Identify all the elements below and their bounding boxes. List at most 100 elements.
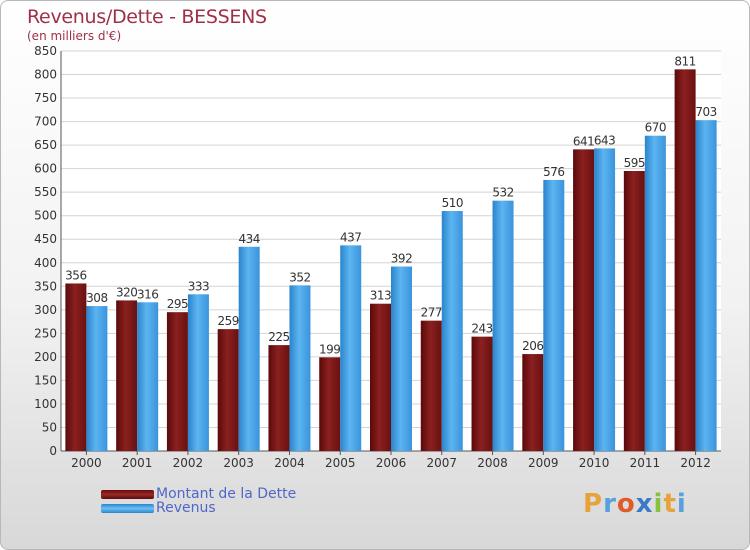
data-label: 595 [624, 156, 645, 170]
logo-letter: P [583, 489, 604, 519]
bar-revenus [492, 200, 514, 451]
bar-revenus [289, 285, 311, 451]
bar-revenus [340, 245, 362, 451]
logo-letter: t [663, 489, 677, 519]
legend-label-revenus: Revenus [156, 500, 216, 516]
data-label: 434 [238, 232, 259, 246]
x-tick-label: 2012 [680, 456, 711, 470]
data-label: 437 [340, 230, 361, 244]
bar-dette [217, 329, 239, 451]
data-label: 316 [137, 287, 158, 301]
y-tick-label: 350 [34, 279, 57, 293]
x-tick-label: 2005 [325, 456, 356, 470]
y-tick-label: 850 [34, 44, 57, 58]
data-label: 199 [319, 342, 340, 356]
data-label: 225 [268, 330, 289, 344]
data-label: 643 [594, 133, 615, 147]
x-tick-label: 2008 [477, 456, 508, 470]
data-label: 243 [471, 322, 492, 336]
data-label: 670 [645, 121, 666, 135]
x-tick-label: 2003 [223, 456, 254, 470]
y-tick-label: 650 [34, 138, 57, 152]
bar-revenus [187, 294, 209, 451]
data-label: 811 [674, 54, 695, 68]
y-tick-label: 50 [42, 420, 57, 434]
x-tick-label: 2004 [274, 456, 305, 470]
legend-item-revenus: Revenus [101, 501, 296, 515]
bar-dette [623, 171, 645, 451]
data-label: 352 [289, 270, 310, 284]
legend-swatch-dette [101, 489, 154, 499]
data-label: 510 [442, 196, 463, 210]
proxiti-logo: Proxiti [583, 489, 687, 519]
y-tick-label: 800 [34, 68, 57, 82]
data-label: 308 [86, 291, 107, 305]
data-label: 392 [391, 252, 412, 266]
data-label: 356 [65, 268, 86, 282]
data-label: 313 [370, 289, 391, 303]
bar-dette [268, 345, 290, 451]
logo-letter: x [635, 489, 654, 519]
data-label: 259 [217, 314, 238, 328]
bar-dette [65, 283, 87, 451]
data-label: 277 [421, 306, 442, 320]
y-tick-label: 500 [34, 209, 57, 223]
x-tick-label: 2001 [122, 456, 153, 470]
bar-revenus [238, 246, 260, 451]
bar-revenus [644, 135, 666, 452]
x-tick-label: 2011 [630, 456, 661, 470]
y-tick-label: 150 [34, 373, 57, 387]
data-label: 576 [543, 165, 564, 179]
x-tick-label: 2002 [173, 456, 204, 470]
data-label: 703 [695, 105, 716, 119]
data-label: 206 [522, 339, 543, 353]
data-label: 532 [492, 186, 513, 200]
logo-letter: i [653, 489, 664, 519]
logo-letter: r [603, 489, 617, 519]
y-tick-label: 550 [34, 185, 57, 199]
bar-revenus [391, 266, 412, 451]
x-tick-label: 2000 [71, 456, 102, 470]
chart-subtitle: (en milliers d'€) [27, 29, 122, 43]
y-tick-label: 200 [34, 350, 57, 364]
y-tick-label: 450 [34, 232, 57, 246]
legend-label-dette: Montant de la Dette [156, 486, 297, 502]
legend-item-dette: Montant de la Dette [101, 487, 296, 501]
y-tick-label: 100 [34, 397, 57, 411]
bar-dette [166, 312, 188, 451]
y-tick-label: 250 [34, 326, 57, 340]
bar-dette [674, 69, 696, 452]
chart-title: Revenus/Dette - BESSENS [27, 6, 267, 28]
y-tick-label: 400 [34, 256, 57, 270]
x-tick-label: 2006 [376, 456, 407, 470]
x-tick-label: 2010 [579, 456, 610, 470]
bar-revenus [137, 302, 159, 451]
bar-dette [420, 320, 442, 451]
x-tick-label: 2007 [426, 456, 457, 470]
data-label: 320 [116, 285, 137, 299]
logo-letter: i [676, 489, 687, 519]
data-label: 295 [167, 297, 188, 311]
y-tick-label: 700 [34, 115, 57, 129]
logo-letter: o [616, 489, 636, 519]
bar-revenus [441, 211, 463, 451]
x-tick-label: 2009 [528, 456, 559, 470]
legend-swatch-revenus [101, 503, 154, 513]
bar-dette [370, 303, 391, 451]
bar-dette [573, 149, 595, 451]
bar-revenus [594, 148, 616, 452]
bar-revenus [86, 306, 108, 451]
bar-dette [116, 300, 138, 451]
y-tick-label: 750 [34, 91, 57, 105]
bar-dette [471, 336, 493, 451]
data-label: 641 [573, 134, 594, 148]
bar-dette [522, 354, 544, 451]
legend: Montant de la Dette Revenus [101, 487, 296, 515]
y-tick-label: 600 [34, 162, 57, 176]
y-tick-label: 0 [49, 444, 57, 458]
bar-revenus [543, 179, 565, 452]
bar-dette [319, 357, 341, 451]
data-label: 333 [188, 279, 209, 293]
